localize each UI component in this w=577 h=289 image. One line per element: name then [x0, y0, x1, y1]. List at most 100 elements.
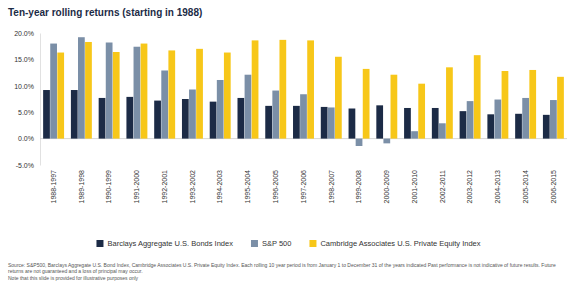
y-tick-label: 5.0%: [18, 109, 34, 116]
bar: [196, 49, 203, 139]
x-tick-label: 1998-2007: [328, 170, 335, 204]
bar: [404, 108, 411, 139]
bar: [432, 108, 439, 139]
x-tick-label: 1989-1998: [78, 170, 85, 204]
legend-label: Barclays Aggregate U.S. Bonds Index: [107, 239, 233, 248]
x-tick-label: 1997-2006: [300, 170, 307, 204]
bar: [474, 55, 481, 138]
bar: [383, 139, 390, 144]
bar: [224, 53, 231, 139]
legend-label: Cambridge Associates U.S. Private Equity…: [320, 239, 480, 248]
chart: Ten-year rolling returns (starting in 19…: [0, 0, 577, 289]
bar: [467, 101, 474, 138]
legend-swatch: [251, 240, 258, 247]
x-tick: 1988-1997: [50, 165, 57, 203]
x-tick-label: 2004-2013: [494, 170, 501, 204]
x-tick-label: 1996-2005: [272, 170, 279, 204]
y-tick: 0.0%: [18, 135, 40, 142]
bar: [50, 44, 57, 139]
bar: [293, 106, 300, 139]
bar: [543, 115, 550, 139]
x-tick: 1991-2000: [133, 165, 140, 203]
x-tick: 1995-2004: [244, 165, 251, 203]
x-tick: 1993-2002: [189, 165, 196, 203]
bar: [557, 77, 564, 139]
x-tick: 1999-2008: [355, 165, 362, 203]
legend-label: S&P 500: [262, 239, 291, 248]
bar: [106, 43, 113, 139]
bar: [182, 99, 189, 139]
legend-swatch: [96, 240, 103, 247]
x-tick: 2003-2012: [466, 165, 473, 203]
bar: [141, 44, 148, 139]
x-tick-label: 2000-2009: [383, 170, 390, 204]
legend-item: S&P 500: [251, 239, 291, 248]
bar: [307, 40, 314, 138]
x-tick: 1992-2001: [161, 165, 168, 203]
x-tick: 2006-2015: [550, 165, 557, 203]
y-tick: 10.0%: [14, 83, 40, 90]
y-tick-label: -5.0%: [16, 162, 34, 169]
bar: [502, 71, 509, 139]
bar: [418, 84, 425, 139]
bar: [328, 107, 335, 138]
y-tick: 15.0%: [14, 56, 40, 63]
x-tick: 1994-2003: [216, 165, 223, 203]
bar: [411, 131, 418, 138]
bar: [391, 75, 398, 139]
bar: [363, 69, 370, 139]
bar: [189, 89, 196, 138]
x-tick: 2004-2013: [494, 165, 501, 203]
x-tick-label: 2003-2012: [466, 170, 473, 204]
y-tick-label: 10.0%: [14, 83, 34, 90]
y-tick: -5.0%: [16, 162, 40, 169]
bar: [446, 67, 453, 138]
x-tick-label: 1992-2001: [161, 170, 168, 204]
bar: [134, 47, 141, 139]
x-tick-label: 1995-2004: [244, 170, 251, 204]
source: Source: S&P500, Barclays Aggregate U.S. …: [8, 262, 568, 274]
plot: -5.0% 0.0% 5.0% 10.0% 15.0% 20.0% 1988-1997 198…: [14, 30, 567, 204]
bar: [439, 123, 446, 138]
bar: [522, 98, 529, 139]
bar: [550, 100, 557, 139]
bar: [252, 40, 259, 138]
bar: [78, 37, 85, 138]
x-tick: 2000-2009: [383, 165, 390, 203]
y-axis-line: [40, 34, 41, 166]
x-tick: 1998-2007: [328, 165, 335, 203]
bar: [71, 90, 78, 139]
bar: [57, 53, 64, 139]
x-tick-label: 1990-1999: [105, 170, 112, 204]
y-tick-label: 15.0%: [14, 56, 34, 63]
bar: [113, 52, 120, 139]
bar: [217, 80, 224, 139]
bar: [43, 90, 50, 139]
bar: [85, 42, 92, 139]
x-tick-label: 1991-2000: [133, 170, 140, 204]
bar: [460, 111, 467, 138]
bar: [335, 57, 342, 139]
bar: [237, 98, 244, 139]
x-tick: 1996-2005: [272, 165, 279, 203]
title: Ten-year rolling returns (starting in 19…: [8, 7, 202, 18]
bar: [265, 106, 272, 139]
bar: [321, 107, 328, 139]
x-tick-label: 2001-2010: [411, 170, 418, 204]
bar: [168, 50, 175, 138]
bar: [154, 101, 161, 139]
bar: [161, 70, 168, 138]
bar: [376, 105, 383, 138]
x-tick: 1997-2006: [300, 165, 307, 203]
y-tick: 20.0%: [14, 30, 40, 37]
y-tick: 5.0%: [18, 109, 40, 116]
legend-item: Cambridge Associates U.S. Private Equity…: [309, 239, 480, 248]
legend: Barclays Aggregate U.S. Bonds Index S&P 5…: [96, 239, 480, 248]
bar: [487, 114, 494, 138]
y-axis: -5.0% 0.0% 5.0% 10.0% 15.0% 20.0%: [14, 30, 40, 169]
bar: [272, 91, 279, 139]
bar: [356, 139, 363, 146]
x-tick: 2001-2010: [411, 165, 418, 203]
x-tick: 2005-2014: [522, 165, 529, 203]
x-tick: 1989-1998: [78, 165, 85, 203]
